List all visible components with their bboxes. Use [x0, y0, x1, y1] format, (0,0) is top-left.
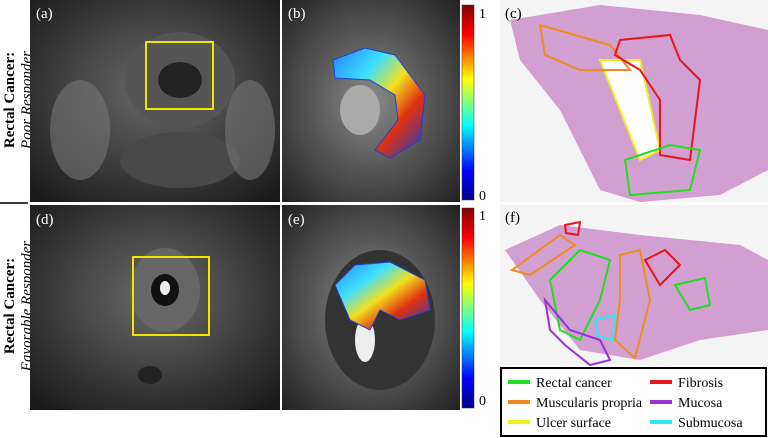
mri-panel — [30, 0, 280, 202]
row-title: Rectal Cancer: — [2, 52, 18, 148]
figure-svg: Rectal Cancer: Poor Responder Rectal Can… — [0, 0, 768, 438]
mri-zoom-panel — [282, 0, 460, 202]
colorbar-max: 1 — [479, 7, 486, 22]
panel-letter: (a) — [36, 6, 53, 22]
legend-label: Mucosa — [678, 396, 723, 411]
legend-label: Submucosa — [678, 416, 743, 431]
panel-letter: (c) — [505, 6, 522, 22]
panel-letter: (e) — [288, 212, 305, 228]
legend-label: Rectal cancer — [536, 376, 612, 391]
row-title: Rectal Cancer: — [2, 258, 18, 354]
legend-label: Fibrosis — [678, 376, 723, 391]
colorbar-min: 0 — [479, 394, 486, 409]
colorbar — [462, 208, 474, 408]
colorbar — [462, 5, 474, 200]
panel-letter: (b) — [288, 6, 306, 22]
colorbar-min: 0 — [479, 189, 486, 204]
panel-letter: (f) — [505, 210, 520, 226]
legend-label: Ulcer surface — [536, 416, 611, 431]
mri-panel — [30, 205, 280, 410]
pathology-panel — [500, 0, 768, 202]
mri-zoom-panel — [282, 205, 460, 410]
legend-label: Muscularis propria — [536, 396, 643, 411]
pathology-panel — [500, 205, 768, 365]
colorbar-max: 1 — [479, 209, 486, 224]
panel-letter: (d) — [36, 212, 54, 228]
figure: Rectal Cancer: Poor Responder Rectal Can… — [0, 0, 768, 438]
